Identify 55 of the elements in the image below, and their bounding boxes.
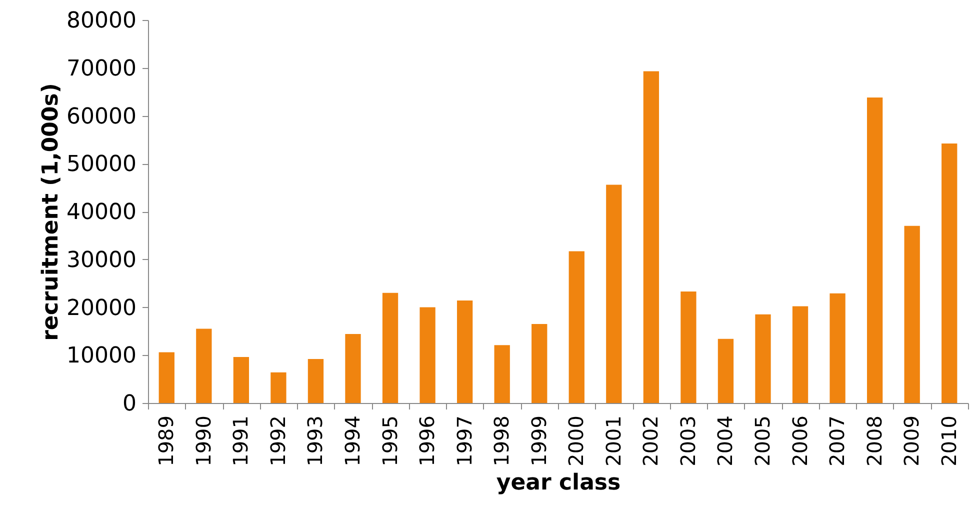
x-axis-title: year class [496,470,621,496]
x-tick-label: 2003 [676,416,700,466]
x-tick-label: 1990 [191,416,216,466]
x-tick-label: 2010 [936,416,961,466]
bar [420,307,436,403]
bar [866,98,883,403]
x-tick-label: 1998 [490,416,514,466]
x-tick-label: 1997 [452,416,476,466]
x-tick-label: 2001 [601,416,626,466]
x-tick-label: 1989 [154,416,178,466]
bar [270,372,286,403]
y-tick-label: 40000 [66,200,136,225]
y-tick-label: 60000 [66,104,136,130]
bar [755,314,771,403]
x-tick-label: 2002 [638,416,663,466]
y-tick-label: 80000 [66,8,136,34]
bar [196,328,212,403]
x-tick-label: 1991 [228,416,253,466]
x-tick-label: 2004 [713,416,738,466]
y-tick-label: 0 [122,392,136,416]
x-tick-label: 1996 [415,416,440,466]
bar [718,338,734,403]
y-tick-label: 20000 [66,296,136,321]
bar [233,357,250,403]
x-tick-label: 1995 [378,416,402,466]
bar [308,358,324,403]
bar [792,306,808,403]
x-tick-label: 2007 [825,416,850,466]
bar [904,226,920,403]
bar [830,293,846,403]
x-tick-label: 2006 [788,416,812,466]
bar [643,71,660,403]
x-tick-label: 1993 [303,416,328,466]
x-tick-label: 1999 [526,416,551,466]
x-tick-label: 1994 [340,416,364,466]
bar [494,345,510,403]
bar [942,144,958,403]
x-tick-label: 2008 [862,416,886,466]
bar [345,334,361,403]
x-tick-label: 2000 [564,416,588,466]
bar [456,300,473,403]
bar [680,291,696,403]
y-tick-label: 10000 [66,344,136,369]
x-tick-label: 1992 [266,416,290,466]
y-axis-title: recruitment (1,000s) [38,83,64,341]
bar [382,292,398,403]
x-tick-label: 2005 [750,416,774,466]
y-tick-label: 30000 [66,248,136,273]
bar [532,324,548,403]
bar [158,352,174,403]
y-tick-label: 70000 [66,56,136,82]
x-tick-label: 2009 [900,416,924,466]
y-tick-label: 50000 [66,152,136,178]
bar [606,184,622,403]
bar [568,251,584,403]
